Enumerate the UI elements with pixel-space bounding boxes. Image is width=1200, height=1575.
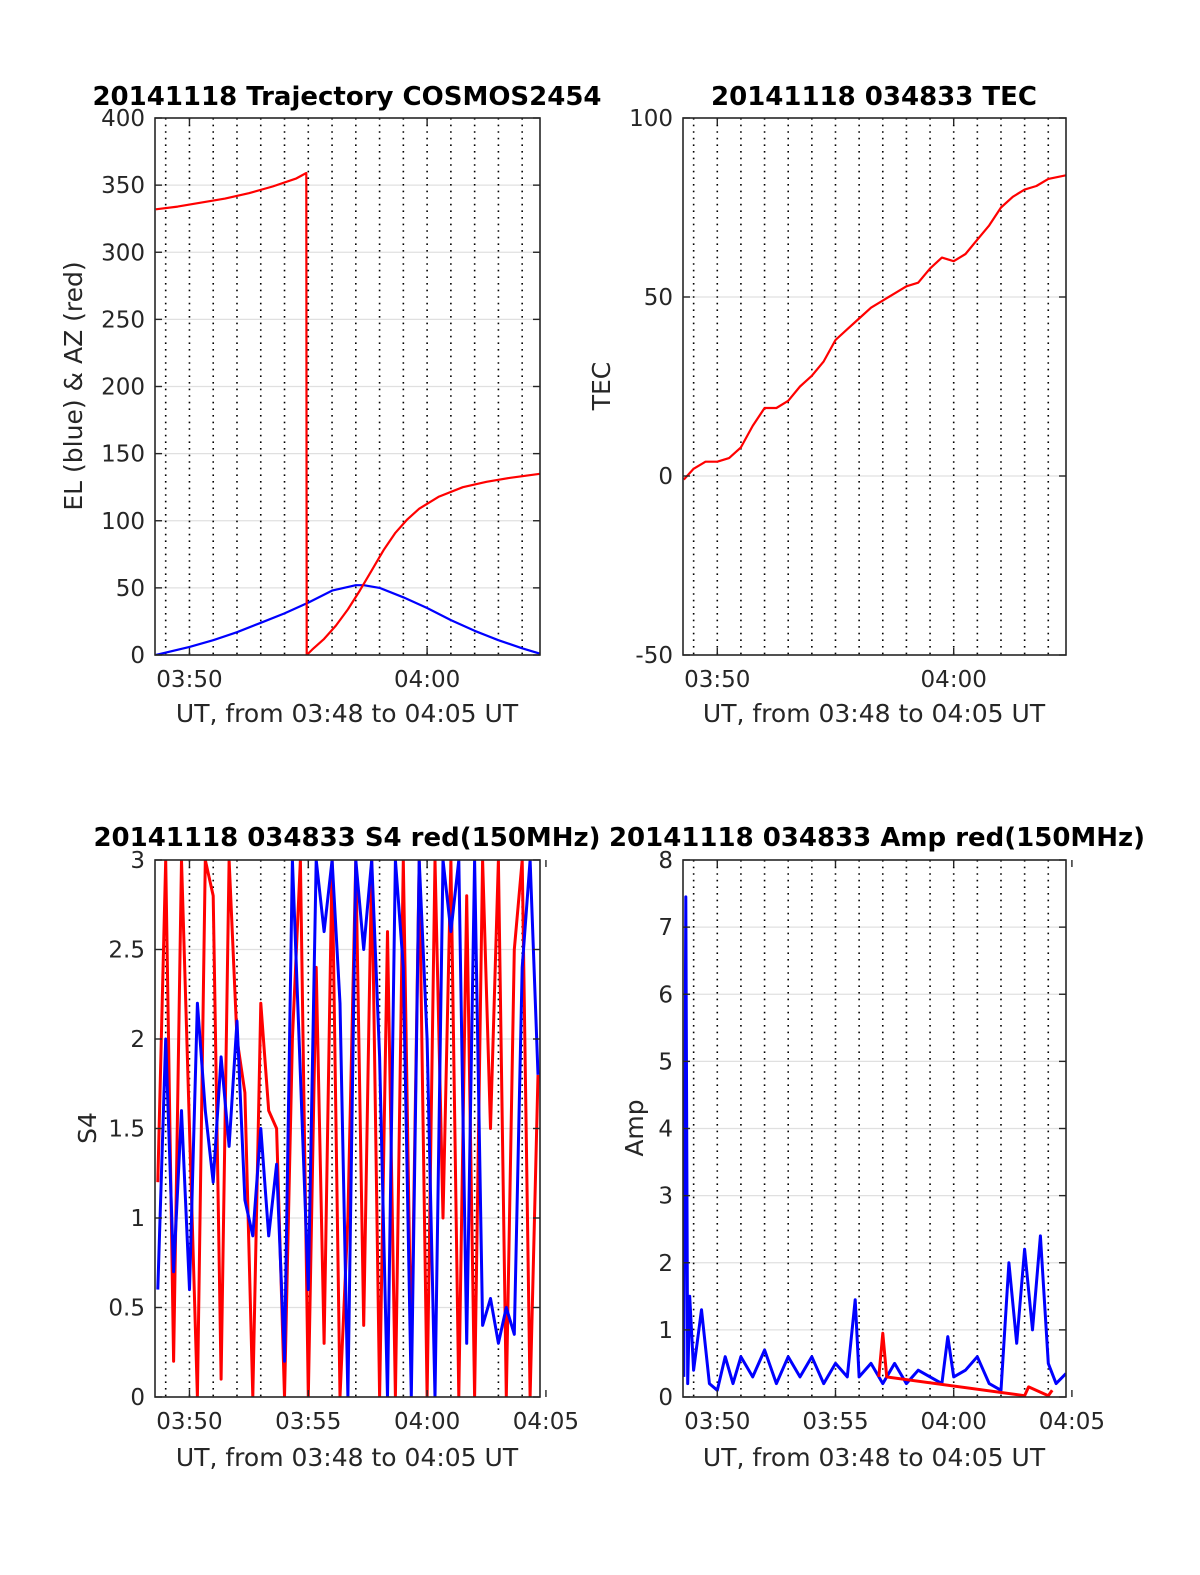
chart-title: 20141118 034833 S4 red(150MHz) (93, 823, 600, 853)
series-line-red (155, 171, 540, 655)
x-axis-label: UT, from 03:48 to 04:05 UT (703, 699, 1046, 728)
chart-2: -50 0 50 100 03:50 04:00 20141118 034833 TEC UT… (587, 82, 1067, 728)
ytick-label: 250 (101, 307, 145, 333)
ytick-label: 0 (130, 643, 145, 669)
xtick-label: 03:55 (275, 1409, 341, 1435)
ytick-label: 2.5 (108, 938, 145, 964)
ytick-label: 300 (101, 240, 145, 266)
chart-3: 0 0.5 1 1.5 2 2.5 3 03:50 03:55 04:00 04:05 2014111… (73, 823, 601, 1472)
chart-title: 20141118 034833 TEC (711, 82, 1037, 112)
ytick-label: 200 (101, 375, 145, 401)
ytick-label: 7 (658, 915, 673, 941)
series-line-red (683, 174, 1066, 481)
ytick-label: 50 (116, 576, 145, 602)
ytick-label: 50 (644, 285, 673, 311)
ytick-label: 3 (658, 1184, 673, 1210)
plot-area (683, 174, 1066, 481)
ytick-label: 400 (101, 106, 145, 132)
series-line-blue (155, 584, 540, 655)
ytick-label: 100 (101, 509, 145, 535)
series-line-red (877, 1331, 1054, 1397)
ytick-label: 1 (658, 1318, 673, 1344)
xtick-label: 04:05 (1039, 1409, 1105, 1435)
xtick-label: 03:50 (156, 1409, 222, 1435)
ytick-label: 6 (658, 982, 673, 1008)
x-axis-label: UT, from 03:48 to 04:05 UT (176, 699, 519, 728)
ytick-label: 0 (658, 1385, 673, 1411)
ytick-label: 1 (130, 1206, 145, 1232)
xtick-label: 04:00 (394, 667, 460, 693)
ytick-label: 0.5 (108, 1296, 145, 1322)
y-axis-label: S4 (73, 1112, 102, 1144)
ytick-label: 2 (130, 1027, 145, 1053)
xtick-label: 04:00 (921, 667, 987, 693)
xtick-label: 04:00 (394, 1409, 460, 1435)
xtick-label: 04:05 (513, 1409, 579, 1435)
xtick-label: 03:50 (684, 667, 750, 693)
y-axis-label: TEC (587, 362, 616, 412)
axes-box (682, 117, 1067, 656)
chart-title: 20141118 Trajectory COSMOS2454 (92, 82, 601, 112)
ytick-label: 0 (130, 1385, 145, 1411)
xtick-label: 03:50 (156, 667, 222, 693)
ytick-label: 350 (101, 173, 145, 199)
x-axis-label: UT, from 03:48 to 04:05 UT (176, 1443, 519, 1472)
chart-4: 0 1 2 3 4 5 6 7 8 03:50 03:55 04:00 04:05 20141118 03… (609, 823, 1145, 1472)
ytick-label: 1.5 (108, 1117, 145, 1143)
series-line-red (156, 860, 540, 1397)
chart-1: 0 50 100 150 200 250 300 350 400 03:50 04:00 201411… (59, 82, 602, 728)
xtick-label: 03:50 (684, 1409, 750, 1435)
y-axis-label: Amp (620, 1099, 649, 1156)
ytick-label: 0 (658, 464, 673, 490)
ytick-label: 3 (130, 848, 145, 874)
ytick-label: 2 (658, 1251, 673, 1277)
plot-area (156, 860, 540, 1397)
ytick-label: 4 (658, 1117, 673, 1143)
ytick-label: 8 (658, 848, 673, 874)
series-line-blue (156, 860, 540, 1397)
x-axis-label: UT, from 03:48 to 04:05 UT (703, 1443, 1046, 1472)
ytick-label: -50 (635, 643, 673, 669)
plot-area (683, 895, 1066, 1397)
ytick-label: 150 (101, 442, 145, 468)
ytick-label: 5 (658, 1049, 673, 1075)
plot-area (155, 171, 540, 655)
xtick-label: 03:55 (802, 1409, 868, 1435)
chart-title: 20141118 034833 Amp red(150MHz) (609, 823, 1145, 853)
ytick-label: 100 (629, 106, 673, 132)
y-axis-label: EL (blue) & AZ (red) (59, 261, 88, 510)
xtick-label: 04:00 (921, 1409, 987, 1435)
